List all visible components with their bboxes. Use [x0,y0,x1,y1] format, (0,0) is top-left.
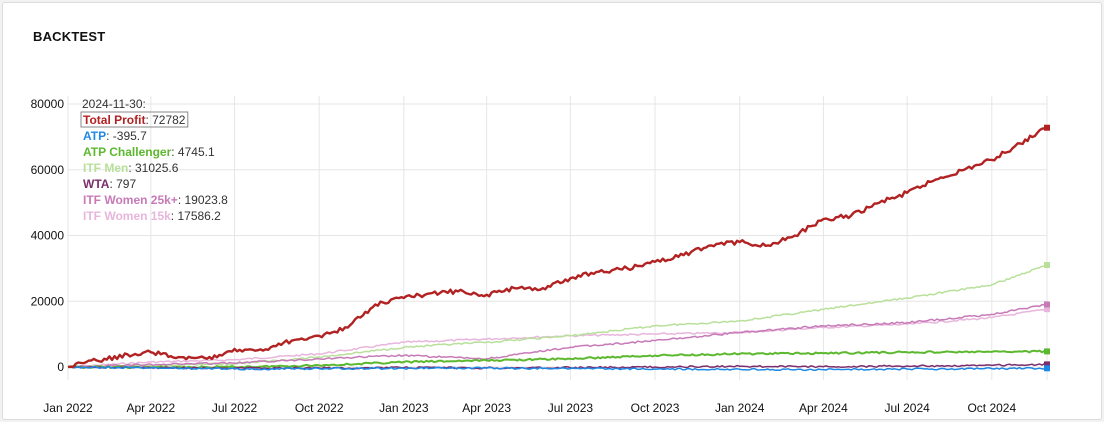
legend-entry: Total Profit: 72782 [83,113,186,127]
legend-entry: ATP Challenger: 4745.1 [83,145,215,159]
legend-entry: ATP: -395.7 [83,129,147,143]
series-lines [67,126,1048,372]
x-tick-label: Oct 2022 [295,401,344,415]
legend-series-value: : 4745.1 [171,145,215,159]
legend-entry: WTA: 797 [83,177,136,191]
x-tick-label: Jan 2023 [379,401,429,415]
legend-series-name: ATP [83,129,106,143]
x-tick-label: Jan 2024 [715,401,765,415]
y-tick-label: 20000 [31,294,65,308]
y-axis-ticks: 0 20000 40000 60000 80000 [31,97,65,374]
series-line-itf-women-15k[interactable] [67,308,1048,368]
series-endpoint-marker [1044,361,1050,368]
legend-series-value: : 72782 [145,113,185,127]
x-tick-label: Jul 2023 [548,401,594,415]
chart-grid [67,96,1048,380]
legend-series-name: ITF Men [83,161,128,175]
series-endpoint-marker [1044,301,1050,308]
x-tick-label: Apr 2023 [462,401,511,415]
series-endpoint-marker [1044,365,1050,372]
chart-legend: 2024-11-30: Total Profit: 72782 ATP: -395.… [80,97,228,223]
x-tick-label: Jul 2024 [884,401,930,415]
series-line-itf-men[interactable] [67,264,1048,369]
legend-series-name: WTA [83,177,110,191]
x-tick-label: Jul 2022 [212,401,258,415]
legend-entry: ITF Men: 31025.6 [83,161,179,175]
legend-series-value: : 19023.8 [178,193,228,207]
y-tick-label: 0 [57,360,64,374]
legend-series-name: Total Profit [83,113,145,127]
legend-series-value: : 17586.2 [171,209,221,223]
series-line-atp-challenger[interactable] [67,349,1048,370]
series-endpoint-marker [1044,348,1050,355]
x-tick-label: Apr 2024 [799,401,848,415]
series-line-atp[interactable] [67,365,1048,372]
x-tick-label: Oct 2024 [967,401,1016,415]
legend-series-value: : -395.7 [106,129,147,143]
legend-series-value: : 31025.6 [128,161,178,175]
x-tick-label: Apr 2022 [126,401,175,415]
x-tick-label: Oct 2023 [631,401,680,415]
x-tick-label: Jan 2022 [43,401,93,415]
series-endpoint-marker [1044,306,1050,313]
legend-series-name: ITF Women 15k [83,209,171,223]
series-line-total-profit[interactable] [67,126,1048,369]
card-title: BACKTEST [33,29,106,44]
y-tick-label: 60000 [31,163,65,177]
series-endpoint-marker [1044,124,1050,131]
series-line-itf-women-25k-[interactable] [68,303,1048,369]
legend-series-name: ATP Challenger [83,145,172,159]
legend-series-value: : 797 [109,177,136,191]
legend-highlight-box [80,111,189,128]
legend-date: 2024-11-30: [82,97,146,111]
legend-series-name: ITF Women 25k+ [83,193,178,207]
series-endpoints [1044,124,1050,372]
y-tick-label: 80000 [31,97,65,111]
x-axis-ticks: Jan 2022 Apr 2022 Jul 2022 Oct 2022 Jan 2023… [43,401,1016,415]
legend-entry: ITF Women 25k+: 19023.8 [83,193,228,207]
y-tick-label: 40000 [31,229,65,243]
series-endpoint-marker [1044,262,1050,269]
legend-entry: ITF Women 15k: 17586.2 [83,209,221,223]
